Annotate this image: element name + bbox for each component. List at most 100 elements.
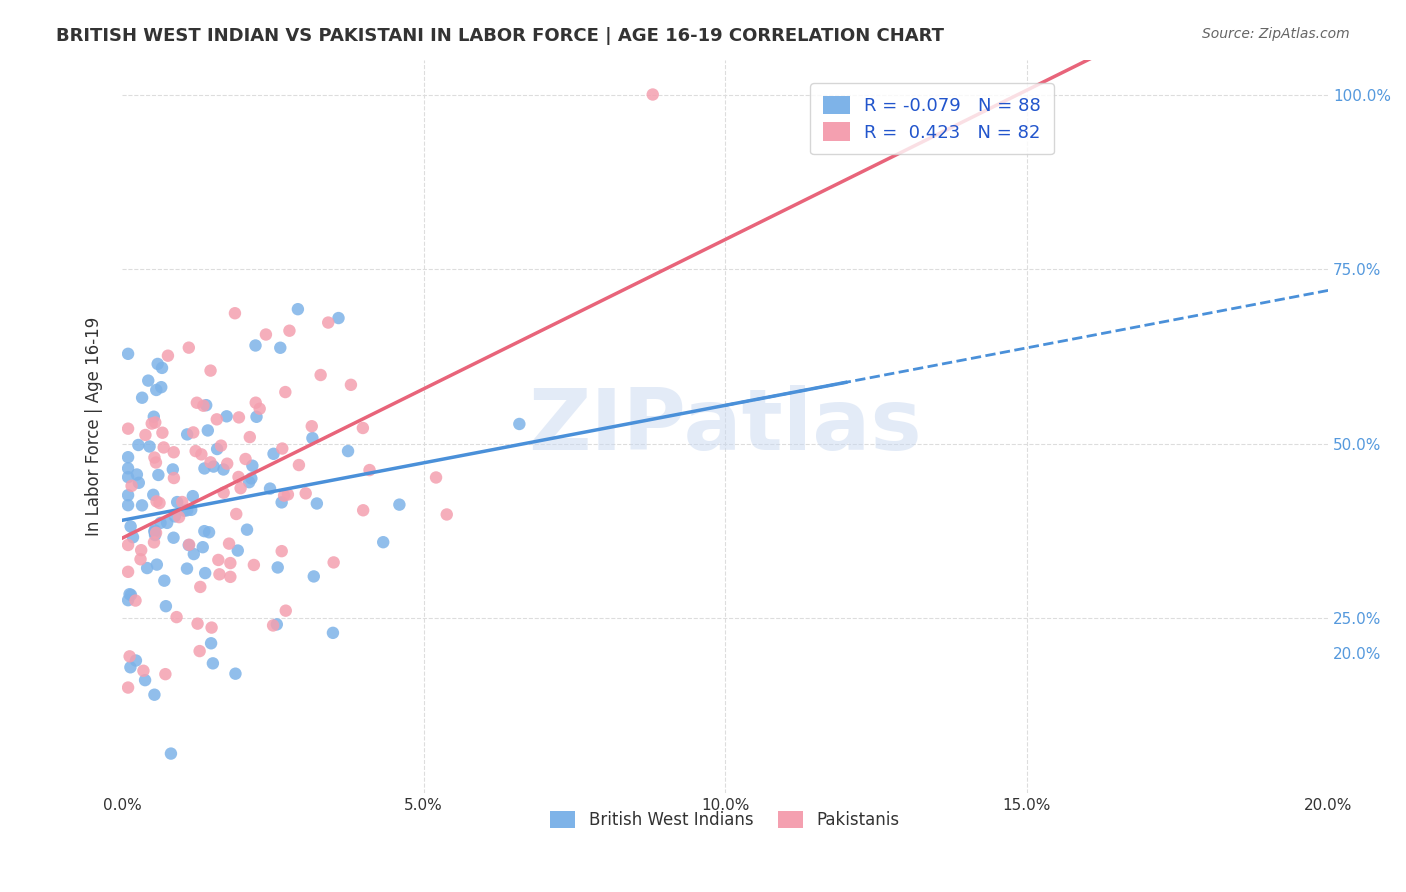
Point	[134, 673, 156, 688]
Point	[209, 439, 232, 453]
Point	[188, 580, 211, 594]
Point	[148, 467, 170, 482]
Point	[121, 479, 143, 493]
Point	[219, 556, 242, 570]
Point	[149, 516, 172, 530]
Point	[301, 419, 323, 434]
Point	[641, 87, 664, 102]
Point	[118, 649, 141, 664]
Point	[142, 409, 165, 424]
Point	[197, 424, 219, 438]
Point	[152, 441, 174, 455]
Point	[179, 538, 201, 552]
Point	[184, 444, 207, 458]
Point	[212, 462, 235, 476]
Point	[508, 417, 530, 431]
Point	[193, 399, 215, 413]
Point	[136, 374, 159, 388]
Text: BRITISH WEST INDIAN VS PAKISTANI IN LABOR FORCE | AGE 16-19 CORRELATION CHART: BRITISH WEST INDIAN VS PAKISTANI IN LABO…	[56, 27, 945, 45]
Point	[131, 499, 153, 513]
Point	[200, 621, 222, 635]
Point	[167, 510, 190, 524]
Point	[201, 657, 224, 671]
Point	[270, 495, 292, 509]
Point	[274, 604, 297, 618]
Point	[309, 368, 332, 382]
Point	[117, 488, 139, 502]
Point	[143, 688, 166, 702]
Point	[193, 461, 215, 475]
Point	[200, 363, 222, 377]
Point	[155, 667, 177, 681]
Point	[245, 338, 267, 352]
Point	[266, 617, 288, 632]
Point	[225, 507, 247, 521]
Point	[143, 416, 166, 430]
Point	[218, 536, 240, 550]
Point	[117, 347, 139, 361]
Point	[172, 495, 194, 509]
Point	[224, 666, 246, 681]
Point	[145, 494, 167, 508]
Point	[117, 681, 139, 695]
Point	[287, 302, 309, 317]
Point	[143, 450, 166, 465]
Point	[117, 422, 139, 436]
Point	[322, 556, 344, 570]
Point	[117, 470, 139, 484]
Point	[205, 412, 228, 426]
Point	[208, 567, 231, 582]
Point	[224, 306, 246, 320]
Point	[352, 421, 374, 435]
Point	[217, 457, 239, 471]
Point	[316, 316, 339, 330]
Point	[226, 543, 249, 558]
Point	[240, 458, 263, 473]
Point	[193, 524, 215, 538]
Point	[328, 311, 350, 326]
Point	[117, 593, 139, 607]
Point	[166, 495, 188, 509]
Point	[125, 467, 148, 482]
Point	[145, 383, 167, 397]
Point	[152, 425, 174, 440]
Point	[146, 357, 169, 371]
Point	[128, 475, 150, 490]
Point	[117, 498, 139, 512]
Point	[200, 636, 222, 650]
Point	[181, 489, 204, 503]
Point	[263, 447, 285, 461]
Point	[150, 360, 173, 375]
Point	[177, 341, 200, 355]
Point	[146, 558, 169, 572]
Point	[117, 461, 139, 475]
Point	[229, 481, 252, 495]
Point	[143, 524, 166, 539]
Point	[177, 538, 200, 552]
Point	[271, 442, 294, 456]
Point	[183, 547, 205, 561]
Point	[188, 644, 211, 658]
Point	[163, 471, 186, 485]
Point	[195, 398, 218, 412]
Point	[294, 486, 316, 500]
Point	[194, 566, 217, 580]
Point	[212, 485, 235, 500]
Point	[352, 503, 374, 517]
Point	[176, 427, 198, 442]
Point	[243, 558, 266, 572]
Point	[228, 470, 250, 484]
Point	[187, 616, 209, 631]
Point	[180, 503, 202, 517]
Point	[278, 324, 301, 338]
Legend: British West Indians, Pakistanis: British West Indians, Pakistanis	[544, 804, 907, 836]
Point	[269, 341, 291, 355]
Point	[301, 431, 323, 445]
Point	[156, 516, 179, 530]
Point	[117, 538, 139, 552]
Point	[162, 531, 184, 545]
Point	[239, 430, 262, 444]
Point	[118, 587, 141, 601]
Point	[235, 452, 257, 467]
Point	[274, 385, 297, 400]
